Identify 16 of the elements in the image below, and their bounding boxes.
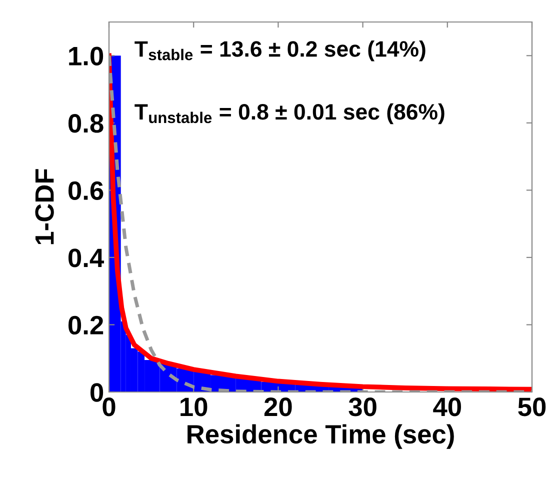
- y-tick-label: 0.6: [68, 181, 104, 200]
- y-tick-label: 0.2: [68, 316, 104, 335]
- x-tick-label: 30: [348, 398, 376, 416]
- y-axis-title: 1-CDF: [35, 169, 54, 244]
- annotation: T$_{stable}$ = 13.6 ± 0.2 sec (14%): [134, 40, 426, 62]
- x-axis-title: Residence Time (sec): [188, 424, 454, 449]
- annotation: T$_{unstable}$ = 0.8 ± 0.01 sec (86%): [134, 103, 444, 124]
- y-tick-label: 0.8: [68, 114, 104, 133]
- x-tick-label: 10: [180, 398, 208, 416]
- x-tick-label: 20: [264, 398, 292, 416]
- x-tick-label: 0: [102, 398, 116, 416]
- y-tick-label: 0: [90, 383, 104, 402]
- y-tick-label: 1.0: [69, 46, 104, 66]
- x-tick-label: 40: [433, 398, 461, 416]
- y-tick-label: 0.4: [68, 248, 104, 268]
- x-tick-label: 50: [518, 398, 546, 416]
